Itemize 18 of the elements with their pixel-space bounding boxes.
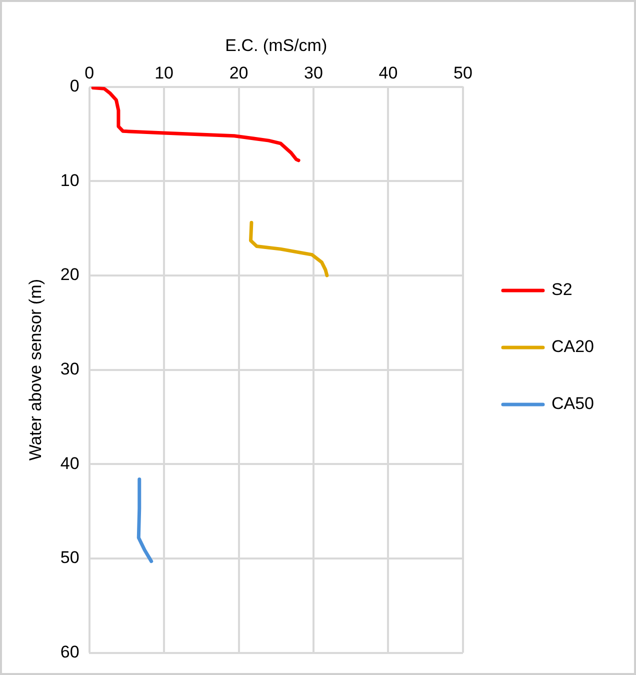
- y-tick-label: 30: [60, 359, 80, 378]
- y-axis-title: Water above sensor (m): [26, 278, 45, 461]
- x-tick-label: 30: [304, 63, 323, 82]
- x-tick-label: 10: [154, 63, 174, 82]
- y-tick-label: 40: [60, 454, 80, 473]
- legend-label: S2: [551, 280, 572, 300]
- y-tick-label: 10: [60, 170, 80, 190]
- x-tick-label: 40: [378, 63, 398, 82]
- y-tick-label: 20: [60, 265, 80, 284]
- legend-label: CA20: [551, 337, 594, 356]
- y-tick-label: 50: [60, 548, 80, 568]
- y-tick-label: 60: [60, 642, 80, 662]
- legend-label: CA50: [551, 394, 594, 414]
- x-tick-label: 50: [454, 63, 472, 82]
- x-axis-title: E.C. (mS/cm): [225, 36, 328, 55]
- x-tick-label: 0: [84, 63, 94, 82]
- y-tick-label: 0: [70, 76, 80, 96]
- x-tick-label: 20: [229, 63, 248, 82]
